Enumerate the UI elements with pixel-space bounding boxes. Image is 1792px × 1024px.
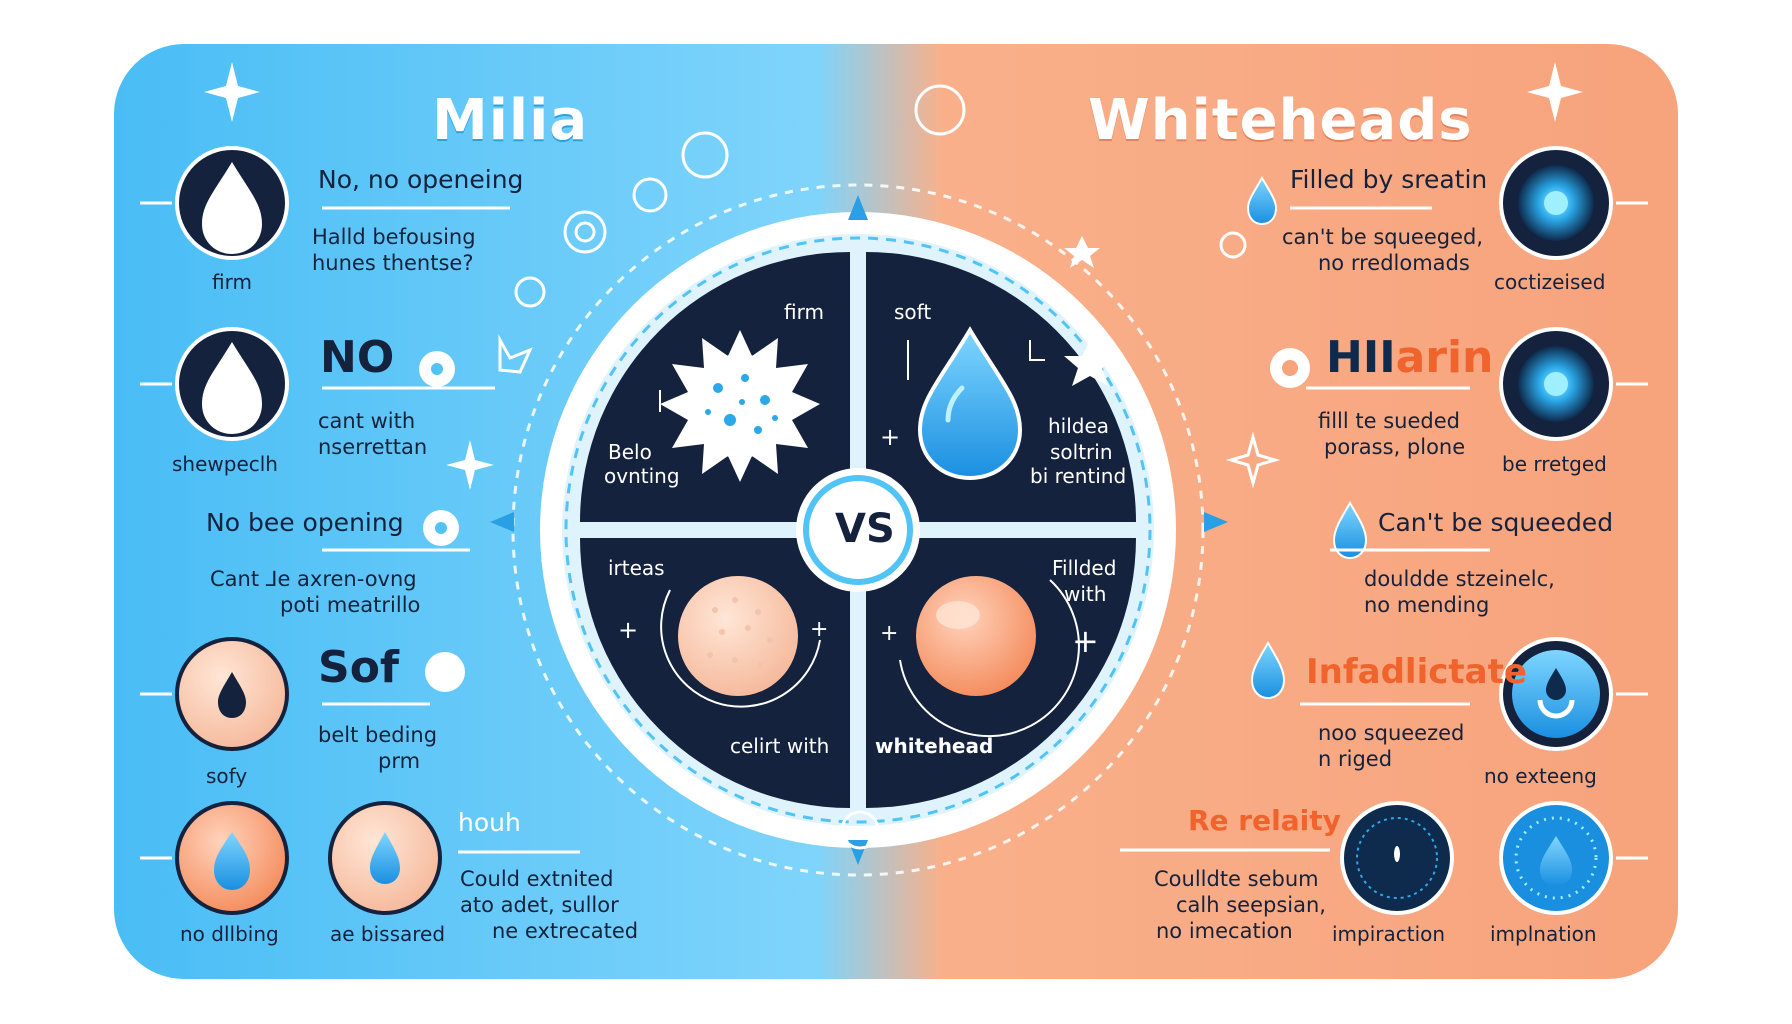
sparkle-icon (204, 62, 1583, 490)
wh-row5-heading: Re relaity (1188, 804, 1341, 837)
milia-row5-line1: Could extnited (460, 867, 614, 891)
vs-label: VS (835, 506, 895, 552)
milia-row5-caption-1: no dllbing (180, 922, 279, 946)
q1-label-bottom-1: Belo (608, 440, 652, 464)
wh-row2-heading-a: HII (1326, 332, 1396, 383)
milia-row2-line2: nserrettan (318, 435, 428, 459)
right-icons (914, 84, 1613, 915)
q2-label-2: soltrin (1050, 440, 1113, 464)
milia-row2-heading: NO (320, 332, 395, 383)
water-drop-icon: + (880, 326, 1045, 481)
wh-row5-caption-1: impiraction (1332, 922, 1446, 946)
wh-row1-heading: Filled by sreatin (1290, 165, 1488, 194)
milia-row2-line1: cant with (318, 409, 416, 433)
milia-row1-caption: firm (212, 270, 252, 294)
milia-row5-line3: ne extrecated (492, 919, 639, 943)
milia-row2-caption: shewpeclh (172, 452, 278, 476)
wh-row2-line1: filll te sueded (1318, 409, 1460, 433)
milia-row1-line1: Halld befousing (312, 225, 476, 249)
wh-row3-line1: douldde stzeinelc, (1364, 567, 1555, 591)
wh-row4-line2: n riged (1318, 747, 1393, 771)
svg-text:+: + (618, 616, 638, 644)
wh-row4-caption: no exteeng (1484, 764, 1597, 788)
milia-skin-icon: + + (618, 576, 828, 708)
svg-text:+: + (880, 621, 898, 646)
q3-label-bottom: celirt with (730, 734, 830, 758)
q4-label-bottom: whitehead (875, 734, 994, 758)
q4-label-1: Fillded (1052, 556, 1117, 580)
milia-row1-line2: hunes thentse? (312, 251, 474, 275)
wh-row2-caption: be rretged (1502, 452, 1607, 476)
milia-row3-line2: poti meatrillo (280, 593, 421, 617)
wh-row5-line1: Coulldte sebum (1154, 867, 1319, 891)
wh-row3-line2: no mending (1364, 593, 1490, 617)
q2-label-3: bi rentind (1030, 464, 1127, 488)
milia-row1-heading: No, no openeing (318, 165, 524, 194)
wh-row5-caption-2: implnation (1490, 922, 1597, 946)
wh-row2-line2: porass, plone (1324, 435, 1466, 459)
wh-row4-heading: Infadlictate (1306, 652, 1527, 692)
milia-row5-heading: houh (458, 808, 521, 837)
wh-row2-heading: HIIarin (1326, 332, 1493, 383)
wh-row1-caption: coctizeised (1494, 270, 1606, 294)
q1-label-bottom-2: ovnting (604, 464, 680, 488)
milia-row3-line1: Cant ⅃e axren-ovng (210, 567, 417, 591)
milia-row3-heading: No bee opening (206, 508, 404, 537)
q2-label-top: soft (894, 300, 932, 324)
wh-row2-heading-b: arin (1395, 332, 1494, 383)
left-icons (175, 131, 880, 915)
milia-row5-caption-2: ae bissared (330, 922, 446, 946)
wh-row1-line1: can't be squeeged, (1282, 225, 1484, 249)
q3-label-top: irteas (608, 556, 665, 580)
wh-row3-heading: Can't be squeeded (1378, 508, 1614, 537)
svg-text:+: + (880, 423, 900, 451)
whiteheads-title: Whiteheads (1088, 88, 1473, 153)
q2-label-1: hildea (1048, 414, 1110, 438)
q1-label-top: firm (784, 300, 824, 324)
milia-title: Milia (432, 88, 589, 153)
milia-row4-line2: prm (378, 749, 421, 773)
milia-row4-line1: belt beding (318, 723, 438, 747)
wh-row4-line1: noo squeezed (1318, 721, 1465, 745)
milia-row4-heading: Sof (318, 642, 400, 693)
milia-burst-icon (659, 330, 820, 482)
outer-ring (511, 183, 1205, 877)
wh-row5-line3: no imecation (1156, 919, 1293, 943)
milia-row4-caption: sofy (206, 764, 248, 788)
wh-row1-line2: no rredlomads (1318, 251, 1470, 275)
wh-row5-line2: calh seepsian, (1176, 893, 1326, 917)
whitehead-skin-icon: + + (880, 576, 1099, 738)
q4-label-2: with (1064, 582, 1107, 606)
svg-text:+: + (1072, 622, 1099, 660)
vs-circle (796, 468, 920, 592)
milia-row5-line2: ato adet, sullor (460, 893, 619, 917)
svg-text:+: + (810, 617, 828, 642)
